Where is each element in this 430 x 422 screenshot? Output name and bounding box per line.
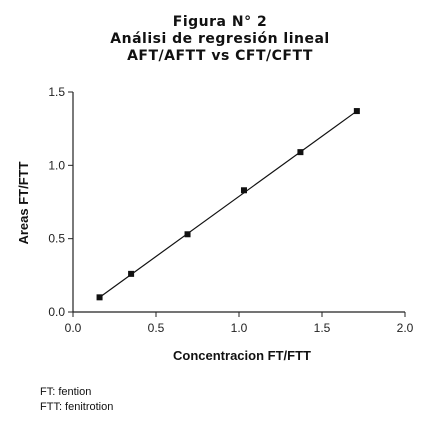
x-tick-label: 1.5 [314, 321, 331, 335]
footnote-ftt: FTT: fenitrotion [40, 401, 114, 413]
chart-marks [96, 108, 360, 301]
x-tick-label: 1.0 [231, 321, 248, 335]
figure-label: Figura N° 2 [172, 14, 268, 30]
y-tick-label: 1.5 [48, 85, 65, 99]
chart-axes: 0.0 0.5 1.0 1.5 2.0 0.0 0.5 1.0 1.5 [48, 85, 413, 335]
data-point [184, 231, 191, 238]
data-point [96, 294, 103, 301]
data-point [297, 149, 304, 156]
y-tick-label: 0.5 [48, 232, 65, 246]
regression-line [99, 110, 358, 298]
chart-title-block: Figura N° 2 Análisi de regresión lineal … [0, 14, 430, 65]
data-point [353, 108, 360, 115]
x-axis-title: Concentracion FT/FTT [173, 348, 311, 363]
figure-comparison: AFT/AFTT vs CFT/CFTT [127, 48, 313, 64]
data-point [128, 270, 135, 277]
x-tick-label: 0.5 [148, 321, 165, 335]
footnote-ft: FT: fention [40, 386, 92, 398]
data-point [240, 187, 247, 194]
y-tick-label: 1.0 [48, 158, 65, 172]
y-axis-title: Areas FT/FTT [16, 161, 31, 244]
x-tick-label: 0.0 [65, 321, 82, 335]
y-tick-label: 0.0 [48, 305, 65, 319]
x-tick-label: 2.0 [397, 321, 414, 335]
figure-subtitle: Análisi de regresión lineal [110, 31, 330, 47]
